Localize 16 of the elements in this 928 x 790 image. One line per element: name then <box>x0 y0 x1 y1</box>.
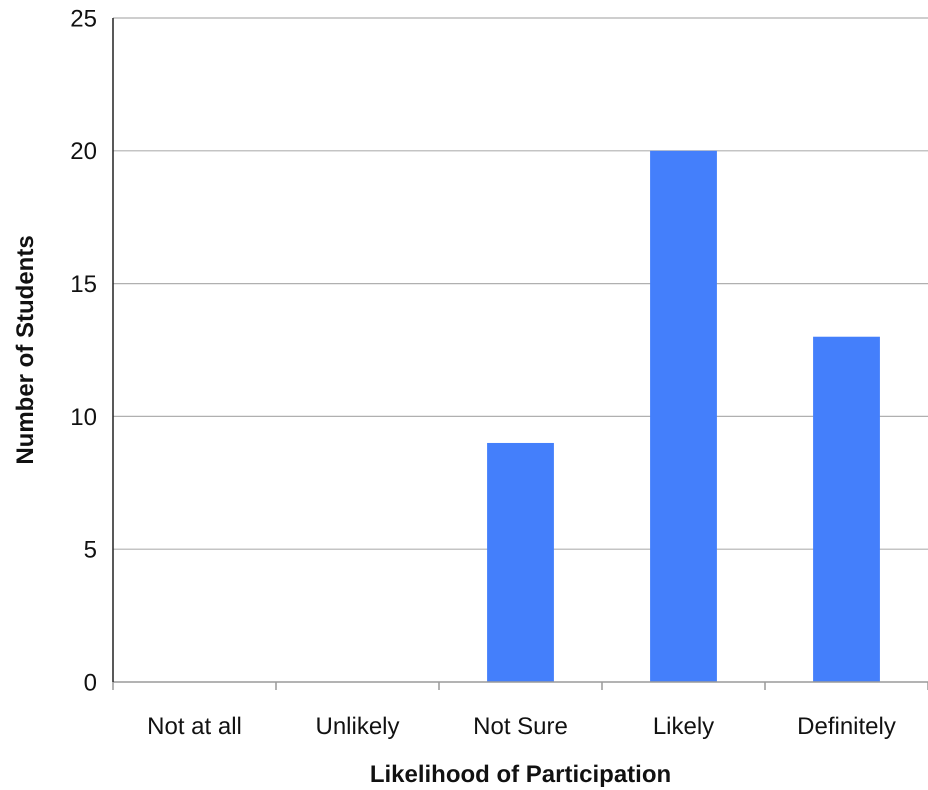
y-tick-label: 25 <box>70 5 97 32</box>
x-tick-label: Likely <box>652 713 714 740</box>
x-tick-label: Definitely <box>797 713 896 740</box>
y-tick-label: 5 <box>84 536 97 564</box>
bar <box>487 442 554 682</box>
bar <box>813 336 880 682</box>
y-tick-label: 20 <box>70 138 97 166</box>
y-axis-title: Number of Students <box>12 235 39 465</box>
x-tick-label: Not Sure <box>473 713 568 740</box>
y-tick-label: 10 <box>70 404 97 431</box>
x-tick-label: Not at all <box>147 713 242 740</box>
x-tick-label: Unlikely <box>315 713 400 740</box>
y-tick-label: 0 <box>84 669 97 696</box>
y-tick-label: 15 <box>70 271 97 298</box>
x-axis-title: Likelihood of Participation <box>370 761 672 788</box>
bar <box>650 150 717 682</box>
